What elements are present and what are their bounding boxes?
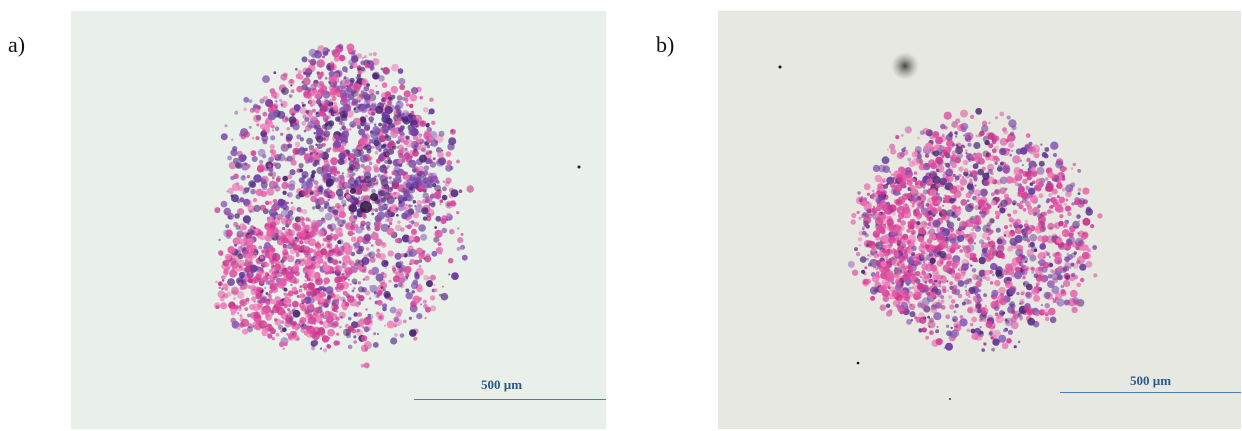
panel-a-label: a) [8,32,26,57]
scale-bar-label-b: 500 µm [1130,373,1172,388]
scale-bar-b [1060,392,1241,393]
tissue-section-b [778,52,1103,400]
micrograph-b: 500 µm [718,11,1241,429]
micrograph-a: 500 µm [71,11,606,429]
scale-bar-a [414,399,606,400]
panel-b-label: b) [656,32,675,57]
tissue-section-a [213,43,581,369]
scale-bar-label-a: 500 µm [481,377,523,392]
